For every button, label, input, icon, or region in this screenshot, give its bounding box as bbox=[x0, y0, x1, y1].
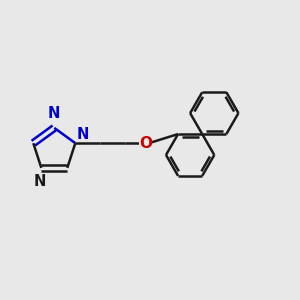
Text: N: N bbox=[77, 127, 89, 142]
Text: N: N bbox=[48, 106, 61, 122]
Text: O: O bbox=[139, 136, 152, 151]
Text: N: N bbox=[34, 174, 46, 189]
